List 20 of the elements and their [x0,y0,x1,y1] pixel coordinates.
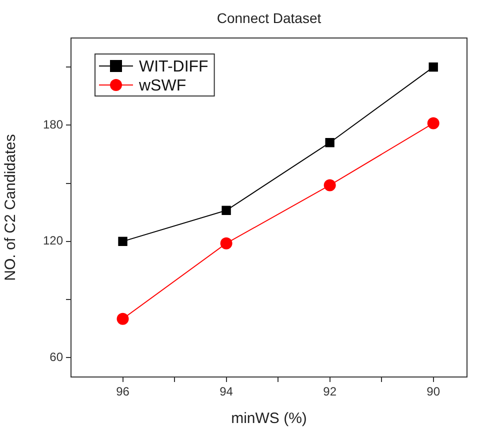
y-tick-label: 180 [42,117,64,132]
y-tick-label: 120 [42,234,64,248]
y-axis-title: NO. of C2 Candidates [2,134,20,281]
point [220,237,232,250]
x-axis-title: minWS (%) [231,410,307,428]
x-tick-label: 92 [323,384,337,399]
chart-title: Connect Dataset [216,10,322,26]
point [325,138,334,148]
point [222,206,231,215]
x-tick-label: 94 [220,384,234,399]
point [118,236,128,246]
legend-label: WIT-DIFF [139,58,209,76]
y-tick-label: 60 [50,350,64,364]
x-tick-label: 90 [426,384,440,399]
point [427,117,440,130]
point [428,62,438,72]
point [324,179,336,192]
legend-label: wSWF [138,77,186,94]
x-tick-label: 96 [116,384,130,399]
point [116,312,129,325]
